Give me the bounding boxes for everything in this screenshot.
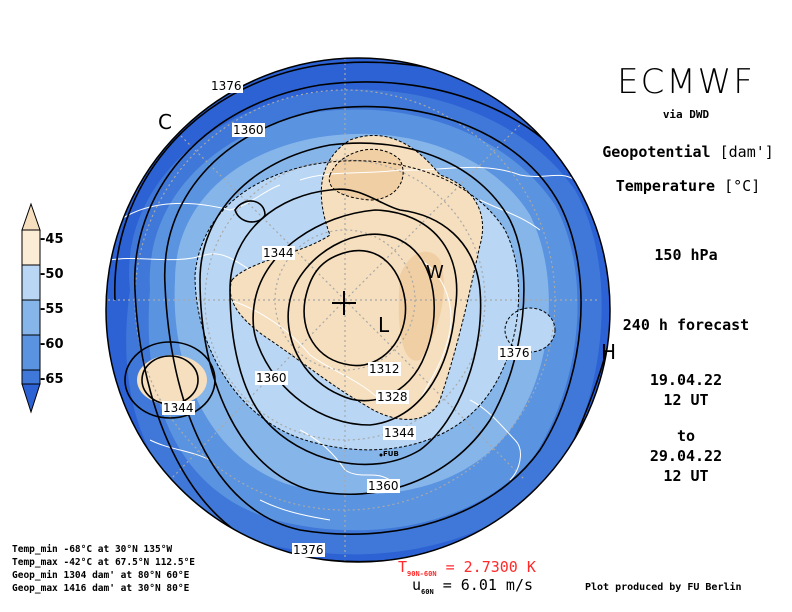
colorbar-label: -60 — [40, 337, 64, 352]
colorbar-label: -65 — [40, 372, 64, 387]
colorbar-arrow-top — [21, 202, 41, 231]
u-symbol: u — [412, 576, 422, 594]
level-label: 150 hPa — [654, 246, 718, 264]
contour-label-1344-low: 1344 — [383, 426, 416, 440]
variable-1: Geopotential [dam'] — [588, 143, 788, 161]
colorbar-label: -45 — [40, 232, 64, 247]
low-marker: L — [378, 313, 390, 337]
t-symbol: T — [398, 558, 408, 576]
variable-2-unit: [°C] — [724, 177, 761, 195]
u-value: = 6.01 m/s — [442, 576, 534, 594]
stat-temp-min: Temp_min -68°C at 30°N 135°W — [12, 544, 173, 555]
u-subscript: 60N — [421, 588, 434, 596]
warm-marker: W — [426, 262, 444, 283]
forecast-label: 240 h forecast — [622, 316, 750, 334]
variable-2-name: Temperature — [615, 177, 716, 195]
contour-label-1376-right: 1376 — [498, 346, 531, 360]
contour-label-1344-mid: 1344 — [262, 246, 295, 260]
contour-label-1376-top: 1376 — [210, 79, 243, 93]
contour-label-1360-low: 1360 — [367, 479, 400, 493]
temp-fill-warm-core-2 — [398, 251, 444, 361]
stat-temp-max: Temp_max -42°C at 67.5°N 112.5°E — [12, 557, 196, 568]
temp-fill-atlantic — [505, 308, 555, 352]
contour-label-1312: 1312 — [368, 362, 401, 376]
graticule — [106, 58, 600, 562]
variable-1-unit: [dam'] — [719, 143, 774, 161]
colorbar-arrow-bottom — [21, 383, 41, 414]
pole-marker — [332, 291, 356, 315]
contour-label-1360-top: 1360 — [232, 123, 265, 137]
temperature-contours — [194, 135, 556, 451]
to-label: to — [676, 427, 696, 445]
variable-2: Temperature [°C] — [588, 177, 788, 195]
stat-geop-max: Geop_max 1416 dam' at 30°N 80°E — [12, 583, 190, 594]
u-diagnostic: u60N = 6.01 m/s — [412, 576, 533, 596]
contour-label-1360-left: 1360 — [255, 371, 288, 385]
high-marker: H — [601, 340, 617, 364]
end-time: 12 UT — [663, 467, 709, 485]
start-time: 12 UT — [663, 391, 709, 409]
colorbar — [21, 202, 41, 414]
contour-label-1376-bottom: 1376 — [292, 543, 325, 557]
temp-fill-pacific-warm — [137, 355, 207, 405]
start-date: 19.04.22 — [649, 371, 723, 389]
brand-title: ECMWF — [617, 62, 755, 102]
map-border — [105, 57, 611, 563]
t-subscript: 90N-60N — [407, 570, 437, 578]
fub-label: FUB — [383, 450, 399, 458]
contour-label-1344-pacific: 1344 — [162, 401, 195, 415]
fub-dot — [379, 453, 383, 457]
end-date: 29.04.22 — [649, 447, 723, 465]
coastlines — [109, 166, 576, 521]
colorbar-label: -55 — [40, 302, 64, 317]
contour-label-1328: 1328 — [376, 390, 409, 404]
t-diagnostic: T90N-60N = 2.7300 K — [398, 558, 536, 578]
cold-marker: C — [158, 110, 172, 134]
t-value: = 2.7300 K — [445, 558, 536, 576]
stat-geop-min: Geop_min 1304 dam' at 80°N 60°E — [12, 570, 190, 581]
colorbar-label: -50 — [40, 267, 64, 282]
via-label: via DWD — [662, 108, 710, 121]
credit-label: Plot produced by FU Berlin — [585, 582, 742, 593]
variable-1-name: Geopotential — [602, 143, 711, 161]
